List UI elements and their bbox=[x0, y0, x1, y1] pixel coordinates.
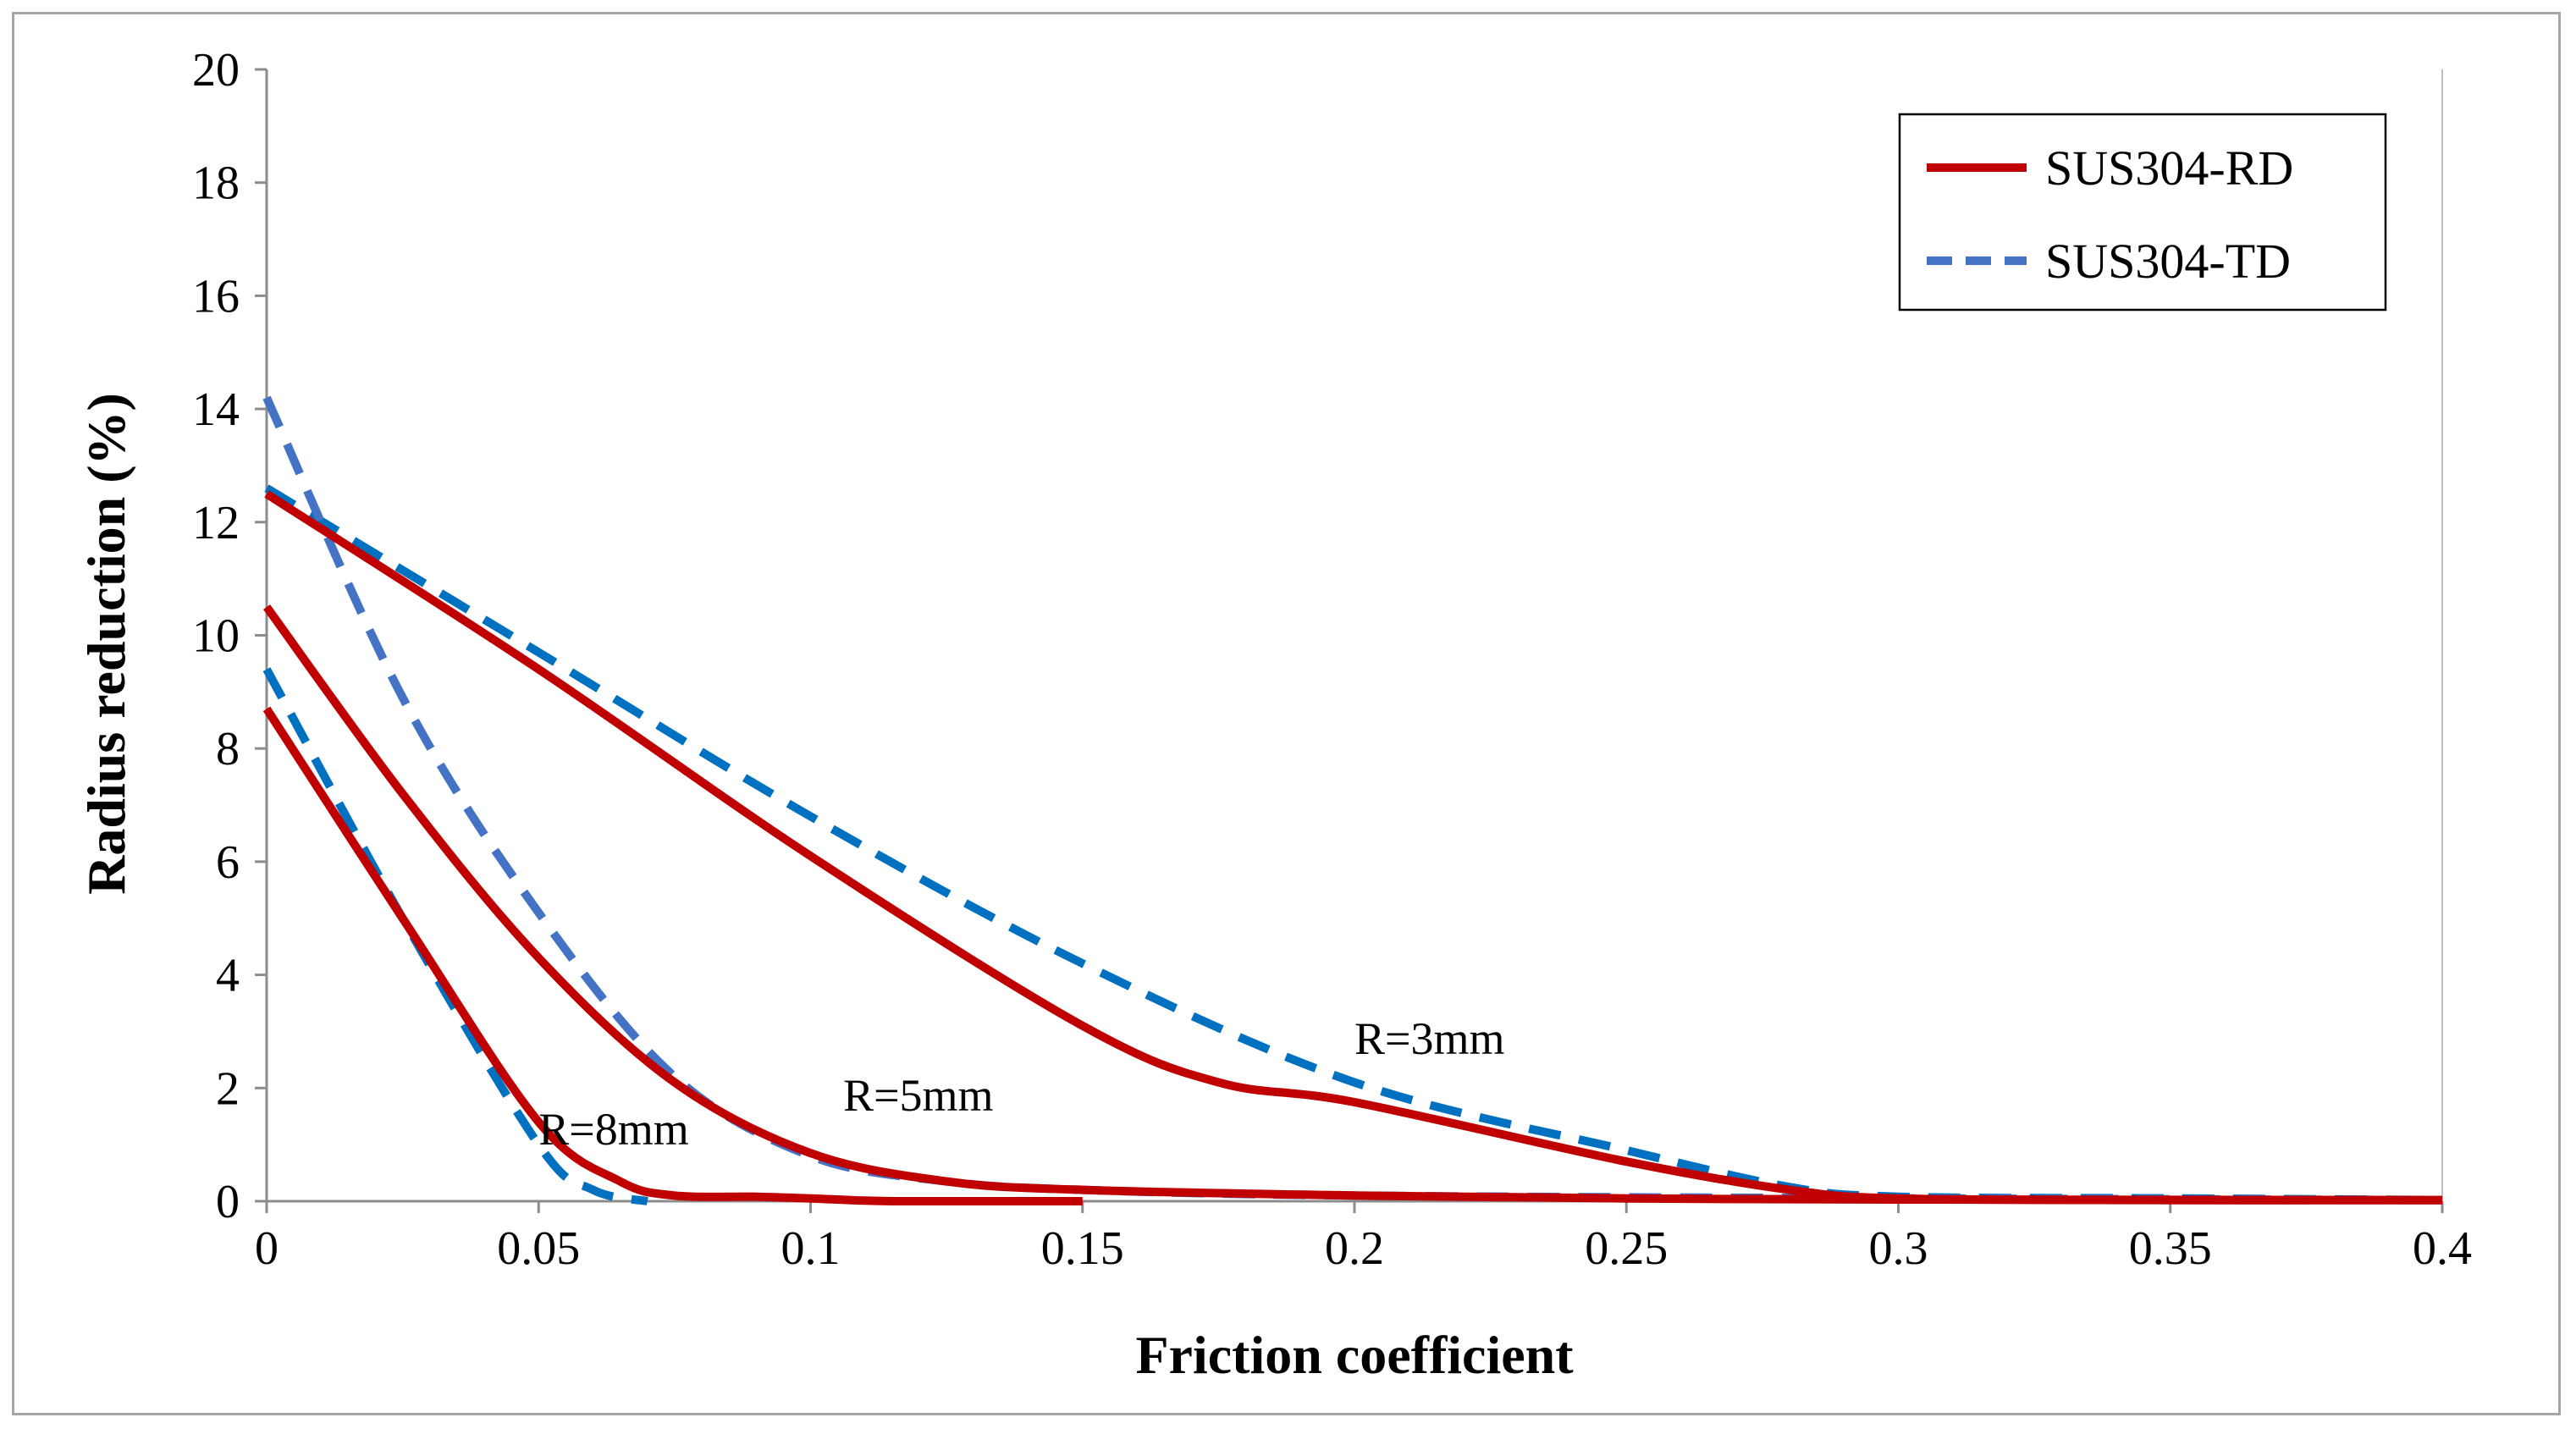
series-line-sus304-rd-r-8mm bbox=[262, 706, 1083, 1206]
x-tick-label: 0.05 bbox=[497, 1222, 580, 1275]
line-chart: 0 2 4 6 8 10 12 14 16 18 20 0 0.05 0.1 0.15 0.2 0.25 0.3 0… bbox=[76, 44, 2472, 1385]
y-tick-label: 4 bbox=[216, 950, 240, 1002]
annotation-r3: R=3mm bbox=[1354, 1013, 1504, 1064]
axes: 0 2 4 6 8 10 12 14 16 18 20 0 0.05 0.1 0.15 0.2 0.25 0.3 0… bbox=[192, 44, 2472, 1275]
y-tick-label: 2 bbox=[216, 1062, 240, 1115]
series-line-sus304-td-r-8mm bbox=[262, 667, 648, 1205]
y-tick-label: 20 bbox=[192, 44, 240, 97]
chart-frame: 0 2 4 6 8 10 12 14 16 18 20 0 0.05 0.1 0.15 0.2 0.25 0.3 0… bbox=[12, 12, 2561, 1415]
y-axis-title: Radius reduction (%) bbox=[76, 393, 136, 895]
legend-box bbox=[1898, 113, 2387, 312]
x-tick-label: 0.3 bbox=[1869, 1222, 1928, 1275]
x-tick-label: 0.2 bbox=[1325, 1222, 1384, 1275]
annotation-r5: R=5mm bbox=[843, 1070, 993, 1121]
y-tick-label: 8 bbox=[216, 723, 240, 775]
x-tick-label: 0 bbox=[255, 1222, 279, 1275]
x-tick-label: 0.4 bbox=[2413, 1222, 2472, 1275]
series-line-sus304-td-r-3mm bbox=[264, 484, 2443, 1205]
y-tick-label: 18 bbox=[192, 157, 240, 210]
x-tick-label: 0.1 bbox=[781, 1222, 841, 1275]
y-tick-label: 6 bbox=[216, 836, 240, 889]
y-tick-label: 14 bbox=[192, 383, 240, 436]
annotations: R=3mm R=5mm R=8mm bbox=[538, 1013, 1504, 1155]
legend: SUS304-RD SUS304-TD bbox=[1898, 113, 2387, 312]
y-tick-label: 16 bbox=[192, 270, 240, 323]
x-tick-label: 0.35 bbox=[2129, 1222, 2212, 1275]
x-tick-label: 0.15 bbox=[1041, 1222, 1124, 1275]
y-tick-label: 12 bbox=[192, 497, 240, 549]
y-tick-label: 10 bbox=[192, 610, 240, 663]
series-layer bbox=[262, 395, 2443, 1206]
y-tick-label: 0 bbox=[216, 1176, 240, 1228]
x-axis-title: Friction coefficient bbox=[1135, 1325, 1574, 1385]
legend-label-td: SUS304-TD bbox=[2045, 234, 2291, 289]
annotation-r8: R=8mm bbox=[538, 1104, 688, 1155]
series-line-sus304-rd-r-3mm bbox=[264, 490, 2443, 1205]
legend-label-rd: SUS304-RD bbox=[2045, 141, 2293, 196]
x-tick-label: 0.25 bbox=[1585, 1222, 1668, 1275]
series-line-sus304-rd-r-5mm bbox=[262, 604, 2443, 1205]
